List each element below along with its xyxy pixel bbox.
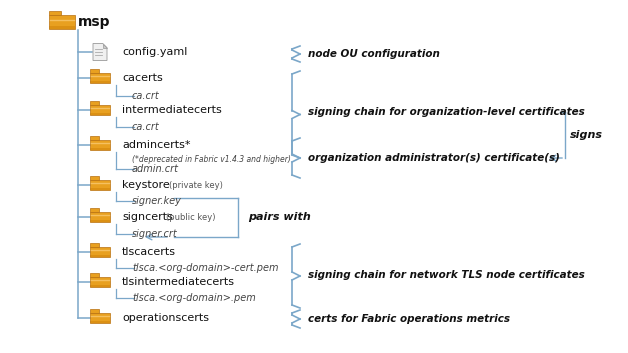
FancyBboxPatch shape bbox=[90, 321, 110, 323]
Text: admincerts*: admincerts* bbox=[122, 140, 190, 150]
FancyBboxPatch shape bbox=[90, 247, 110, 257]
FancyBboxPatch shape bbox=[90, 285, 110, 287]
Text: pairs with: pairs with bbox=[248, 213, 311, 222]
Text: node OU configuration: node OU configuration bbox=[308, 49, 440, 59]
FancyBboxPatch shape bbox=[90, 274, 99, 277]
FancyBboxPatch shape bbox=[49, 11, 61, 15]
Text: admin.crt: admin.crt bbox=[132, 164, 179, 174]
Text: signer.key: signer.key bbox=[132, 196, 182, 206]
Text: organization administrator(s) certificate(s): organization administrator(s) certificat… bbox=[308, 153, 560, 163]
Text: signcerts: signcerts bbox=[122, 212, 173, 222]
FancyBboxPatch shape bbox=[90, 209, 99, 212]
FancyBboxPatch shape bbox=[90, 188, 110, 190]
FancyBboxPatch shape bbox=[49, 25, 75, 29]
FancyBboxPatch shape bbox=[90, 313, 110, 323]
FancyBboxPatch shape bbox=[90, 277, 110, 287]
FancyBboxPatch shape bbox=[90, 244, 99, 247]
Text: signing chain for organization-level certificates: signing chain for organization-level cer… bbox=[308, 107, 585, 117]
FancyBboxPatch shape bbox=[90, 73, 110, 83]
FancyBboxPatch shape bbox=[90, 105, 110, 115]
FancyBboxPatch shape bbox=[90, 220, 110, 222]
FancyBboxPatch shape bbox=[90, 212, 110, 222]
FancyBboxPatch shape bbox=[90, 113, 110, 115]
Text: (*deprecated in Fabric v1.4.3 and higher): (*deprecated in Fabric v1.4.3 and higher… bbox=[132, 155, 291, 163]
Text: config.yaml: config.yaml bbox=[122, 47, 187, 57]
Text: ca.crt: ca.crt bbox=[132, 91, 160, 101]
FancyBboxPatch shape bbox=[90, 148, 110, 150]
Text: operationscerts: operationscerts bbox=[122, 313, 209, 323]
Text: signs: signs bbox=[570, 130, 603, 140]
Text: signer.crt: signer.crt bbox=[132, 229, 178, 239]
FancyBboxPatch shape bbox=[90, 80, 110, 83]
Text: certs for Fabric operations metrics: certs for Fabric operations metrics bbox=[308, 314, 510, 324]
Text: msp: msp bbox=[78, 15, 111, 29]
FancyBboxPatch shape bbox=[90, 140, 110, 150]
Text: ca.crt: ca.crt bbox=[132, 122, 160, 132]
Text: keystore: keystore bbox=[122, 180, 170, 190]
Polygon shape bbox=[93, 43, 107, 60]
FancyBboxPatch shape bbox=[90, 176, 99, 180]
Text: tlsca.<org-domain>-cert.pem: tlsca.<org-domain>-cert.pem bbox=[132, 263, 278, 273]
Text: cacerts: cacerts bbox=[122, 73, 163, 83]
Text: (private key): (private key) bbox=[169, 180, 223, 190]
FancyBboxPatch shape bbox=[90, 137, 99, 140]
Text: (public key): (public key) bbox=[166, 213, 215, 221]
FancyBboxPatch shape bbox=[90, 180, 110, 190]
Text: tlscacerts: tlscacerts bbox=[122, 247, 176, 257]
Polygon shape bbox=[103, 43, 107, 48]
FancyBboxPatch shape bbox=[90, 70, 99, 73]
Text: intermediatecerts: intermediatecerts bbox=[122, 105, 222, 115]
FancyBboxPatch shape bbox=[90, 255, 110, 257]
Text: tlsca.<org-domain>.pem: tlsca.<org-domain>.pem bbox=[132, 293, 256, 303]
FancyBboxPatch shape bbox=[49, 15, 75, 29]
FancyBboxPatch shape bbox=[90, 310, 99, 313]
Text: signing chain for network TLS node certificates: signing chain for network TLS node certi… bbox=[308, 270, 585, 280]
FancyBboxPatch shape bbox=[90, 101, 99, 105]
Text: tlsintermediatecerts: tlsintermediatecerts bbox=[122, 277, 235, 287]
